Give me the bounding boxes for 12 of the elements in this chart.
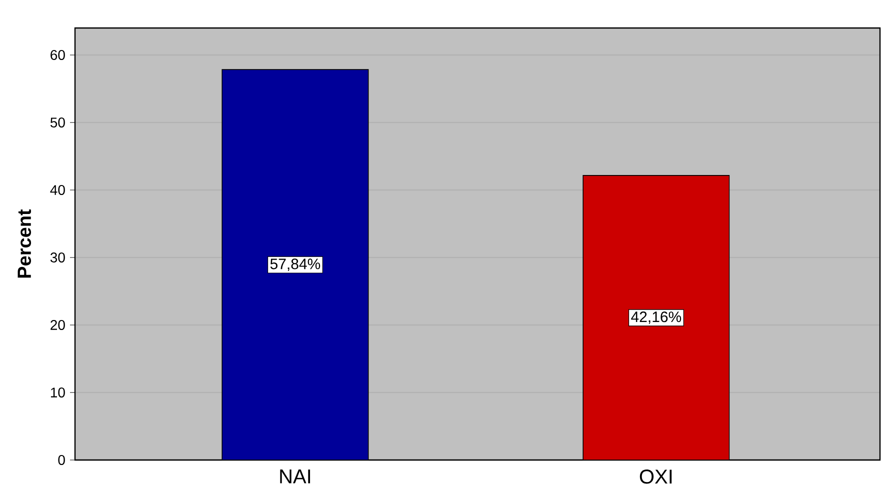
x-tick-label: OXI <box>640 470 672 484</box>
data-label: 57,84% <box>270 258 320 271</box>
y-tick-label: 0 <box>58 455 65 465</box>
y-tick-label: 30 <box>50 252 65 262</box>
y-tick-label: 60 <box>50 50 65 60</box>
data-label: 42,16% <box>631 312 682 324</box>
y-tick-label: 10 <box>50 388 65 398</box>
y-tick-label: 20 <box>50 320 65 330</box>
x-tick-label: NAI <box>280 470 310 484</box>
y-tick-label: 50 <box>50 118 65 128</box>
y-tick-label: 40 <box>50 185 65 195</box>
y-axis-title: Percent <box>18 209 32 278</box>
